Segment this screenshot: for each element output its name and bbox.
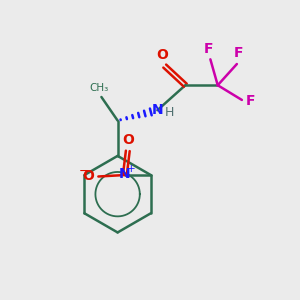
Text: +: + [127,164,136,173]
Text: F: F [204,42,214,56]
Text: O: O [122,133,134,147]
Text: H: H [165,106,174,119]
Text: O: O [82,169,94,183]
Text: F: F [234,46,243,60]
Text: N: N [152,103,163,117]
Text: CH₃: CH₃ [89,82,109,93]
Text: O: O [156,48,168,62]
Text: F: F [246,94,255,108]
Text: N: N [119,167,131,182]
Text: −: − [78,165,89,178]
